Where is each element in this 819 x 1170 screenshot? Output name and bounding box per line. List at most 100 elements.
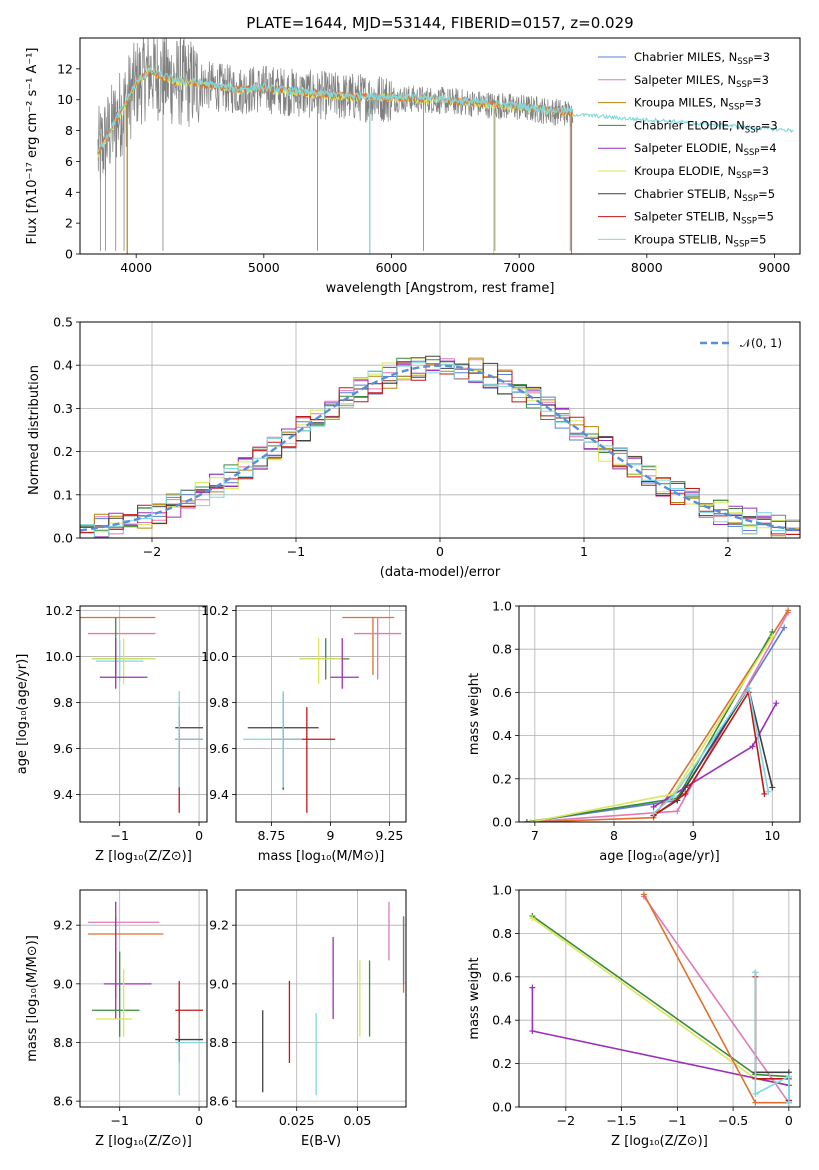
series-marker bbox=[529, 984, 536, 991]
x-tick-label: 0.05 bbox=[344, 1113, 372, 1128]
series-line bbox=[653, 702, 778, 808]
legend-entry-count: =5 bbox=[749, 232, 766, 246]
x-tick-label: −0.5 bbox=[718, 1113, 748, 1128]
plot-area bbox=[97, 38, 794, 254]
y-tick-label: 9.8 bbox=[53, 695, 73, 710]
axes-frame bbox=[518, 605, 801, 823]
plot-area bbox=[523, 607, 792, 822]
x-tick-label: 9 bbox=[326, 828, 334, 843]
y-tick-label: 1.0 bbox=[492, 599, 512, 614]
legend-entry-subscript: SSP bbox=[736, 171, 752, 181]
legend-entry-name: Salpeter STELIB, N bbox=[634, 210, 741, 224]
series-marker bbox=[527, 819, 534, 822]
x-tick-label: −1 bbox=[110, 1113, 128, 1128]
x-tick-label: −1 bbox=[110, 828, 128, 843]
legend-entry-subscript: SSP bbox=[736, 80, 752, 90]
series-marker bbox=[674, 808, 681, 815]
y-tick-label: 0.6 bbox=[492, 969, 512, 984]
spectrum-panel: 4000 5000 6000 7000 8000 9000 0 2 4 6 8 10 12 wavelen… bbox=[25, 37, 801, 296]
legend-entry-subscript: SSP bbox=[742, 194, 758, 204]
legend-entry-name: Kroupa ELODIE, N bbox=[634, 164, 736, 178]
x-axis-label: Z [log₁₀(Z/Z⊙)] bbox=[611, 1134, 708, 1149]
mass-weight-vs-age-panel: 7 8 9 10 0.0 0.2 0.4 0.6 0.8 1.0 age [log₁₀(age/yr… bbox=[467, 599, 801, 864]
x-axis-label: wavelength [Angstrom, rest frame] bbox=[326, 281, 555, 296]
series-marker bbox=[670, 793, 677, 800]
series-line bbox=[643, 896, 790, 1104]
y-tick-label: 10.2 bbox=[201, 603, 229, 618]
legend-entry-count: =5 bbox=[758, 187, 775, 201]
y-tick-label: 9.6 bbox=[209, 741, 229, 756]
y-tick-label: 0 bbox=[65, 247, 73, 262]
y-tick-label: 0.0 bbox=[492, 815, 512, 830]
x-axis-label: age [log₁₀(age/yr)] bbox=[599, 849, 720, 864]
y-tick-label: 8.6 bbox=[209, 1094, 229, 1109]
series-line bbox=[653, 690, 766, 817]
legend-entry-name: Chabrier STELIB, N bbox=[634, 187, 742, 201]
y-axis-label: Flux [fλ10⁻¹⁷ erg cm⁻² s⁻¹ A⁻¹] bbox=[25, 48, 40, 245]
mass-vs-Z-panel: −1 0 8.6 8.8 9.0 9.2 Z [log₁₀(Z/Z⊙)] mass [log₁… bbox=[25, 889, 208, 1149]
y-tick-label: 9.4 bbox=[53, 787, 73, 802]
x-axis-label: mass [log₁₀(M/M⊙)] bbox=[258, 849, 385, 864]
y-tick-label: 0.2 bbox=[492, 771, 512, 786]
legend-entry: 𝒩(0, 1) bbox=[740, 336, 782, 350]
x-tick-label: 10 bbox=[764, 828, 780, 843]
y-tick-label: 0.8 bbox=[492, 642, 512, 657]
y-axis-label: mass weight bbox=[467, 957, 482, 1039]
y-tick-label: 8.8 bbox=[209, 1035, 229, 1050]
x-tick-label: −2 bbox=[143, 544, 161, 559]
series-marker bbox=[523, 819, 530, 822]
x-tick-label: −1 bbox=[668, 1113, 686, 1128]
x-tick-label: −1.5 bbox=[606, 1113, 636, 1128]
x-tick-label: 8000 bbox=[631, 260, 663, 275]
legend-entry-subscript: SSP bbox=[729, 103, 745, 113]
model-spectrum-line bbox=[97, 65, 574, 153]
y-tick-label: 9.0 bbox=[53, 976, 73, 991]
series-line bbox=[526, 631, 773, 822]
y-tick-label: 10.0 bbox=[201, 649, 229, 664]
legend-entry-subscript: SSP bbox=[741, 217, 757, 227]
x-tick-label: 7000 bbox=[503, 260, 535, 275]
x-tick-label: 6000 bbox=[376, 260, 408, 275]
series-marker bbox=[773, 700, 780, 707]
series-marker bbox=[752, 1090, 759, 1097]
series-marker bbox=[529, 1028, 536, 1035]
y-tick-label: 0.4 bbox=[53, 358, 73, 373]
legend-entry-name: Chabrier ELODIE, N bbox=[634, 118, 745, 132]
plot-area bbox=[80, 355, 800, 538]
y-tick-label: 0.4 bbox=[492, 728, 512, 743]
series-marker bbox=[785, 1099, 792, 1106]
x-axis-label: Z [log₁₀(Z/Z⊙)] bbox=[95, 1134, 192, 1149]
series-marker bbox=[650, 803, 657, 810]
mass-vs-ebv-panel: 0.025 0.05 8.6 8.8 9.0 9.2 E(B-V) bbox=[209, 889, 407, 1149]
series-line bbox=[754, 972, 790, 1103]
series-line bbox=[526, 627, 785, 822]
model-spectrum-extension bbox=[572, 112, 794, 134]
axes-frame bbox=[518, 889, 801, 1108]
series-marker bbox=[752, 1099, 759, 1106]
y-tick-label: 8.6 bbox=[53, 1094, 73, 1109]
legend-entry-count: =3 bbox=[753, 50, 770, 64]
x-tick-label: 7 bbox=[531, 828, 539, 843]
y-tick-label: 9.6 bbox=[53, 741, 73, 756]
x-tick-label: 5000 bbox=[248, 260, 280, 275]
legend-entry-name: Kroupa STELIB, N bbox=[634, 232, 734, 246]
legend-entry-name: Chabrier MILES, N bbox=[634, 50, 737, 64]
residuals-panel: −2 −1 0 1 2 0.0 0.1 0.2 0.3 0.4 0.5 (data-model)/er… bbox=[27, 315, 801, 580]
legend-entry-count: =4 bbox=[760, 141, 777, 155]
y-tick-label: 10 bbox=[57, 92, 73, 107]
x-tick-label: 1 bbox=[580, 544, 588, 559]
mass-weight-vs-Z-panel: −2 −1.5 −1 −0.5 0 0.0 0.2 0.4 0.6 0.8 1.0 Z [log₁₀(… bbox=[467, 883, 801, 1149]
series-marker bbox=[682, 790, 689, 797]
y-tick-label: 0.1 bbox=[53, 487, 73, 502]
y-axis-label: Normed distribution bbox=[27, 365, 42, 495]
legend-entry-subscript: SSP bbox=[737, 57, 753, 67]
x-tick-label: −1 bbox=[287, 544, 305, 559]
figure-title: PLATE=1644, MJD=53144, FIBERID=0157, z=0… bbox=[246, 14, 633, 32]
plot-area bbox=[87, 901, 204, 1096]
y-tick-label: 9.2 bbox=[53, 918, 73, 933]
y-tick-label: 0.4 bbox=[492, 1013, 512, 1028]
x-tick-label: 0 bbox=[195, 828, 203, 843]
legend-entry: Kroupa MILES, NSSP=3 bbox=[634, 96, 761, 113]
axes-frame bbox=[79, 37, 801, 255]
x-tick-label: 0 bbox=[195, 1113, 203, 1128]
